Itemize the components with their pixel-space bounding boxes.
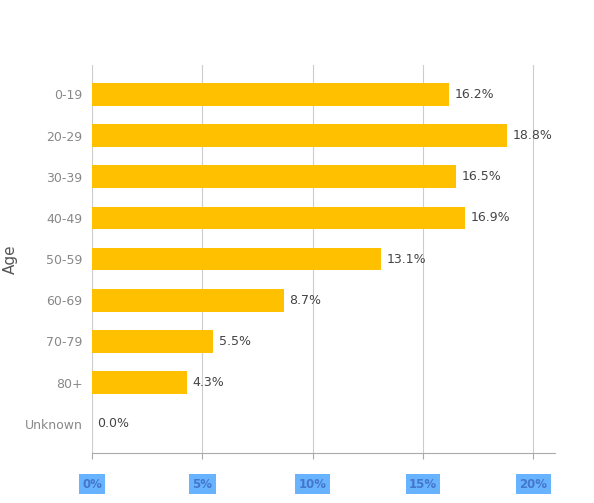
Bar: [92, 247, 381, 271]
Text: 10%: 10%: [299, 478, 327, 491]
Y-axis label: Age: Age: [2, 244, 18, 274]
Text: 8.7%: 8.7%: [289, 294, 321, 307]
Bar: [92, 371, 187, 394]
Text: 20%: 20%: [519, 478, 547, 491]
Bar: [92, 124, 507, 147]
Text: 15%: 15%: [409, 478, 437, 491]
Text: 4.3%: 4.3%: [192, 376, 224, 389]
Text: 5.5%: 5.5%: [219, 335, 251, 348]
Bar: [92, 165, 456, 188]
Text: 16.5%: 16.5%: [462, 170, 501, 183]
Text: 0%: 0%: [82, 478, 102, 491]
Text: 5%: 5%: [192, 478, 213, 491]
Text: Elkhart County Demographics for Positive Cases*: Elkhart County Demographics for Positive…: [15, 16, 498, 34]
Text: 0.0%: 0.0%: [97, 417, 129, 430]
Bar: [92, 289, 284, 311]
Text: 18.8%: 18.8%: [513, 129, 552, 142]
Bar: [92, 207, 465, 229]
Bar: [92, 330, 213, 353]
Bar: [92, 83, 450, 106]
Text: 13.1%: 13.1%: [387, 253, 426, 266]
Text: 16.2%: 16.2%: [455, 88, 495, 101]
Text: 16.9%: 16.9%: [470, 211, 510, 224]
